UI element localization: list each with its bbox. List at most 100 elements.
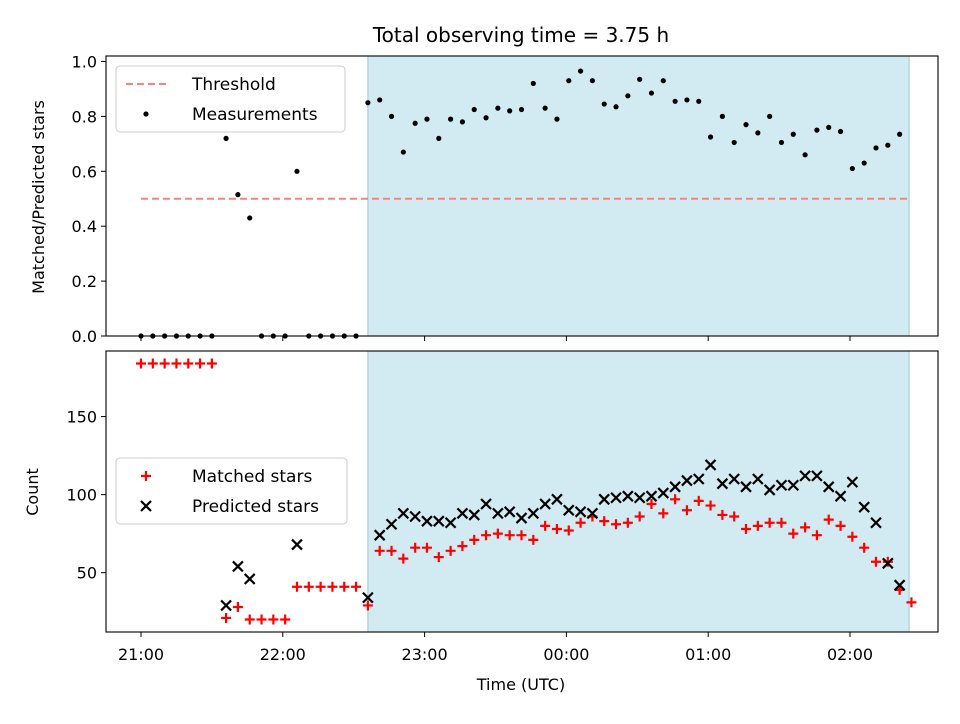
top-series-0-point: [554, 116, 560, 122]
bottom-series-0-point: [171, 358, 182, 369]
bottom-series-0-point: [788, 528, 799, 539]
top-series-0-point: [483, 115, 489, 121]
top-observing-window: [367, 55, 910, 337]
bottom-series-1-point: [669, 481, 681, 493]
top-series-0-point: [294, 168, 300, 174]
bottom-series-0-point: [670, 494, 681, 505]
bottom-series-0-point: [504, 530, 515, 541]
bottom-series-0-point: [870, 556, 881, 567]
top-series-0-point: [837, 128, 844, 135]
bottom-series-1-point: [586, 507, 599, 520]
bottom-series-0-point: [445, 545, 456, 556]
bottom-series-0-point: [280, 614, 291, 625]
top-legend-entry: Measurements: [192, 105, 318, 125]
top-series-0-point: [861, 160, 867, 166]
bottom-series-0-point: [622, 517, 633, 528]
bottom-series-0-point: [481, 530, 492, 541]
bottom-series-1-point: [740, 481, 752, 493]
bottom-series-0-point: [811, 530, 822, 541]
bottom-series-0-point: [492, 528, 503, 539]
bottom-series-1-point: [870, 516, 882, 529]
top-series-0-point: [495, 105, 501, 111]
bottom-series-1-point: [527, 507, 540, 520]
bottom-legend-entry: Predicted stars: [192, 497, 319, 517]
bottom-series-0-point: [516, 530, 527, 541]
top-axes-frame: [105, 55, 939, 337]
top-y-tick-label: 0.6: [72, 162, 97, 181]
top-series-0-point: [377, 97, 383, 103]
bottom-series-1-point: [539, 498, 551, 510]
bottom-series-0-point: [575, 517, 586, 528]
top-series-0-point: [731, 139, 737, 146]
bottom-y-tick-label: 150: [66, 408, 97, 427]
chart-title: Total observing time = 3.75 h: [372, 23, 669, 47]
bottom-series-0-point: [741, 523, 752, 534]
bottom-series-1-point: [681, 474, 693, 487]
bottom-series-1-point: [421, 515, 433, 527]
bottom-series-0-point: [752, 520, 763, 531]
bottom-x-tick-label: 21:00: [118, 645, 164, 664]
top-series-0-point: [400, 149, 406, 155]
bottom-series-0-point: [681, 505, 692, 516]
bottom-series-1-point: [858, 501, 870, 513]
bottom-series-0-point: [244, 614, 255, 625]
top-series-0-point: [885, 142, 891, 148]
bottom-y-tick-label: 50: [77, 564, 97, 583]
bottom-series-0-point: [159, 358, 170, 369]
bottom-series-0-point: [268, 614, 279, 625]
top-series-0-point: [637, 76, 643, 82]
bottom-series-1-point: [799, 470, 811, 482]
bottom-series-0-point: [339, 581, 350, 592]
top-series-0-point: [802, 152, 808, 158]
bottom-series-1-point: [551, 493, 563, 506]
bottom-series-1-point: [657, 487, 670, 499]
bottom-series-1-point: [822, 481, 835, 493]
bottom-series-1-point: [362, 591, 374, 604]
bottom-series-0-point: [693, 495, 704, 506]
bottom-series-1-point: [633, 491, 646, 504]
top-series-0-point: [601, 101, 607, 107]
top-series-0-point: [388, 113, 395, 119]
bottom-series-0-point: [195, 358, 206, 369]
bottom-x-tick-label: 01:00: [685, 645, 731, 664]
bottom-series-0-point: [291, 581, 302, 592]
top-series-0-point: [459, 119, 466, 125]
bottom-series-0-point: [611, 519, 622, 530]
bottom-series-0-point: [457, 541, 468, 552]
bottom-series-0-point: [136, 358, 146, 369]
top-series-0-point: [412, 120, 418, 126]
bottom-series-0-point: [147, 358, 158, 369]
bottom-series-0-point: [646, 498, 657, 509]
top-series-0-point: [447, 116, 454, 122]
top-series-0-point: [566, 78, 572, 84]
top-legend-entry: Threshold: [191, 75, 276, 95]
top-series-0-point: [589, 78, 595, 84]
top-series-0-point: [743, 122, 749, 128]
bottom-series-0-point: [847, 531, 858, 542]
bottom-series-0-point: [764, 517, 775, 528]
bottom-series-1-point: [220, 599, 232, 612]
bottom-series-0-point: [221, 612, 232, 623]
bottom-series-1-point: [834, 490, 847, 502]
bottom-y-tick-label: 100: [66, 486, 97, 505]
bottom-series-0-point: [327, 581, 338, 592]
x-axis-label: Time (UTC): [476, 675, 565, 694]
bottom-series-0-point: [256, 614, 267, 625]
top-legend: Threshold Measurements: [115, 65, 346, 133]
bottom-series-1-point: [468, 509, 481, 521]
top-y-tick-label: 0.8: [72, 107, 97, 126]
bottom-series-0-point: [729, 511, 740, 522]
top-series-0-point: [365, 100, 371, 106]
bottom-series-0-point: [906, 597, 917, 608]
bottom-series-1-point: [243, 573, 256, 585]
bottom-series-0-point: [776, 517, 787, 528]
top-series-0-point: [849, 165, 855, 172]
bottom-series-1-point: [787, 479, 800, 492]
top-legend-box: [115, 65, 346, 133]
bottom-series-1-point: [503, 506, 516, 518]
bottom-series-1-point: [385, 518, 398, 531]
bottom-series-0-point: [823, 514, 834, 525]
bottom-legend-swatch: [141, 471, 151, 481]
bottom-series-0-point: [599, 516, 610, 527]
top-series-0-point: [530, 80, 536, 87]
